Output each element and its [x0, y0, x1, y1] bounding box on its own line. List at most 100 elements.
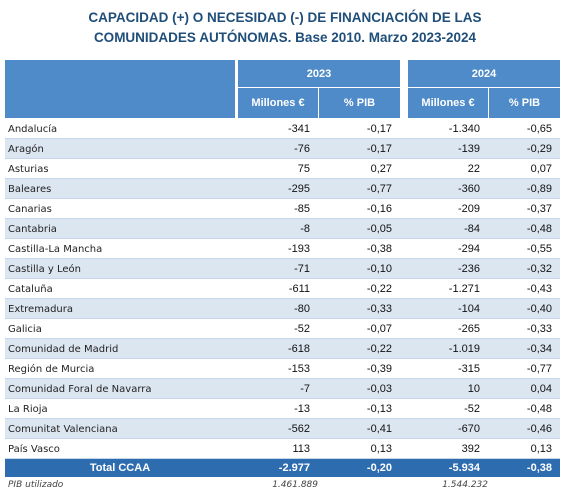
cell-value: -0,41 — [366, 423, 392, 435]
region-name: Galicia — [8, 323, 42, 335]
cell-value: -315 — [457, 363, 480, 375]
cell-value: -0,29 — [526, 143, 552, 155]
row-background — [5, 219, 560, 239]
cell-value: -8 — [300, 223, 310, 235]
cell-value: -0,17 — [366, 123, 392, 135]
row-background — [5, 439, 560, 459]
row-background — [5, 119, 560, 139]
cell-value: -618 — [287, 343, 310, 355]
row-background — [5, 419, 560, 439]
cell-value: -294 — [457, 243, 480, 255]
column-header: % PIB — [318, 88, 400, 118]
total-value: -2.977 — [238, 459, 318, 477]
row-background — [5, 139, 560, 159]
row-background — [5, 159, 560, 179]
cell-value: -265 — [457, 323, 480, 335]
cell-value: -611 — [288, 283, 310, 295]
cell-value: -0,16 — [366, 203, 392, 215]
row-background — [5, 319, 560, 339]
cell-value: -0,48 — [526, 403, 552, 415]
year-header: 2023 — [238, 60, 400, 88]
cell-value: -139 — [457, 143, 480, 155]
region-name: Castilla y León — [8, 263, 81, 275]
cell-value: -0,32 — [526, 263, 552, 275]
total-label: Total CCAA — [5, 459, 235, 477]
cell-value: -0,48 — [526, 223, 552, 235]
region-name: Aragón — [8, 143, 44, 155]
cell-value: 22 — [467, 163, 480, 175]
cell-value: -0,39 — [366, 363, 392, 375]
region-name: Baleares — [8, 183, 52, 195]
cell-value: -0,65 — [526, 123, 552, 135]
cell-value: -13 — [294, 403, 310, 415]
cell-value: -84 — [464, 223, 480, 235]
row-background — [5, 239, 560, 259]
cell-value: -562 — [287, 423, 310, 435]
cell-value: 0,13 — [530, 443, 552, 455]
cell-value: 392 — [461, 443, 480, 455]
total-value: -0,20 — [318, 459, 400, 477]
cell-value: 0,27 — [370, 163, 392, 175]
cell-value: -0,33 — [526, 323, 552, 335]
cell-value: -0,22 — [366, 343, 392, 355]
cell-value: -0,13 — [366, 403, 392, 415]
title: CAPACIDAD (+) O NECESIDAD (-) DE FINANCI… — [88, 10, 482, 45]
cell-value: -0,77 — [366, 183, 392, 195]
column-header: Millones € — [238, 88, 318, 118]
column-header: % PIB — [488, 88, 560, 118]
cell-value: -0,17 — [366, 143, 392, 155]
cell-value: -76 — [294, 143, 310, 155]
cell-value: -153 — [287, 363, 310, 375]
cell-value: -341 — [287, 123, 310, 135]
region-name: País Vasco — [8, 443, 60, 455]
cell-value: -0,05 — [366, 223, 392, 235]
cell-value: -0,89 — [526, 183, 552, 195]
cell-value: -236 — [457, 263, 480, 275]
cell-value: -0,46 — [526, 423, 552, 435]
header-blank — [5, 60, 235, 118]
pib-value: 1.544.232 — [442, 480, 488, 490]
cell-value: -1.340 — [448, 123, 480, 135]
column-header: Millones € — [408, 88, 488, 118]
cell-value: -209 — [457, 203, 480, 215]
cell-value: -52 — [294, 323, 310, 335]
row-background — [5, 299, 560, 319]
cell-value: 0,13 — [370, 443, 392, 455]
region-name: Cataluña — [8, 283, 53, 295]
cell-value: -85 — [294, 203, 310, 215]
region-name: Canarias — [8, 203, 52, 215]
cell-value: -0,10 — [366, 263, 392, 275]
cell-value: 75 — [297, 163, 310, 175]
pib-label: PIB utilizado — [8, 480, 64, 490]
cell-value: -0,03 — [366, 383, 392, 395]
cell-value: -0,40 — [526, 303, 552, 315]
cell-value: 10 — [467, 383, 480, 395]
cell-value: -193 — [287, 243, 310, 255]
total-value: -0,38 — [488, 459, 560, 477]
row-background — [5, 179, 560, 199]
total-value: -5.934 — [408, 459, 488, 477]
region-name: Región de Murcia — [8, 363, 95, 375]
row-background — [5, 339, 560, 359]
cell-value: -71 — [294, 263, 310, 275]
cell-value: -7 — [300, 383, 310, 395]
cell-value: -0,37 — [526, 203, 552, 215]
region-name: Comunidad Foral de Navarra — [8, 383, 152, 395]
cell-value: -0,38 — [366, 243, 392, 255]
cell-value: -295 — [287, 183, 310, 195]
region-name: Comunitat Valenciana — [8, 423, 118, 435]
region-name: Comunidad de Madrid — [8, 343, 119, 355]
cell-value: -360 — [457, 183, 480, 195]
cell-value: 113 — [292, 443, 310, 455]
cell-value: -0,22 — [366, 283, 392, 295]
cell-value: -0,77 — [526, 363, 552, 375]
cell-value: -670 — [457, 423, 480, 435]
cell-value: -1.019 — [448, 343, 480, 355]
region-name: Castilla-La Mancha — [8, 243, 103, 255]
region-name: La Rioja — [8, 403, 48, 415]
row-background — [5, 399, 560, 419]
row-background — [5, 259, 560, 279]
row-background — [5, 359, 560, 379]
cell-value: -0,33 — [366, 303, 392, 315]
row-background — [5, 199, 560, 219]
